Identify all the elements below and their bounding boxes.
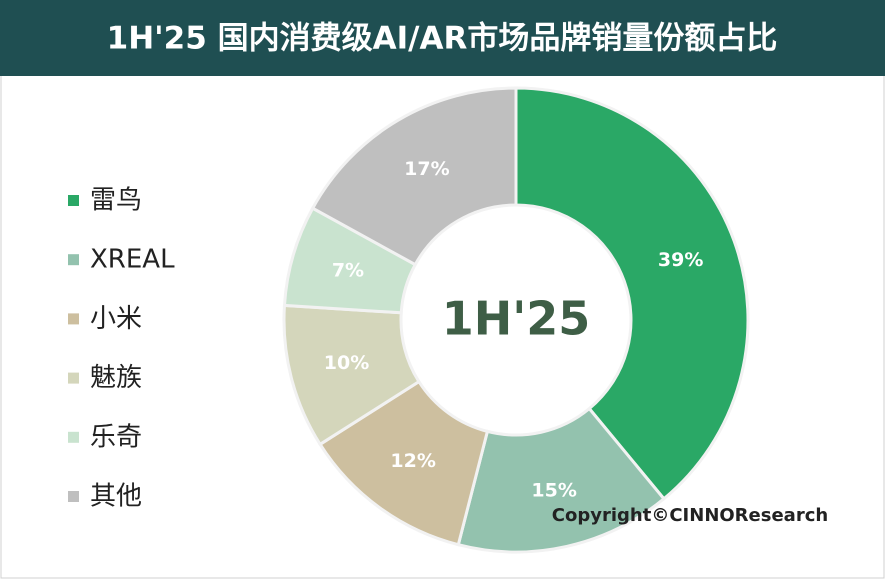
legend-label: 小米 [90, 304, 142, 334]
legend-label: XREAL [90, 245, 175, 275]
center-label: 1H'25 [442, 292, 591, 346]
data-label: 12% [390, 450, 435, 472]
legend-label: 魅族 [90, 363, 142, 393]
data-label: 17% [404, 158, 449, 180]
slice [514, 86, 750, 501]
legend-label: 雷鸟 [90, 186, 142, 216]
data-label: 39% [658, 249, 703, 271]
legend-label: 乐奇 [90, 422, 142, 452]
legend-swatch [68, 431, 79, 443]
legend-swatch [68, 254, 79, 266]
data-label: 7% [332, 260, 364, 282]
legend-swatch [68, 491, 79, 502]
legend-swatch [68, 313, 79, 325]
legend-swatch [68, 195, 79, 206]
legend-label: 其他 [90, 482, 142, 512]
data-label: 15% [531, 479, 576, 501]
donut [282, 86, 750, 554]
legend-swatch [68, 372, 79, 384]
slice [456, 406, 666, 554]
chart-title: 1H'25 国内消费级AI/AR市场品牌销量份额占比 [107, 21, 778, 57]
data-label: 10% [324, 352, 369, 374]
slice [310, 86, 518, 267]
title-bar [0, 0, 885, 76]
copyright: Copyright©CINNOResearch [552, 505, 828, 526]
